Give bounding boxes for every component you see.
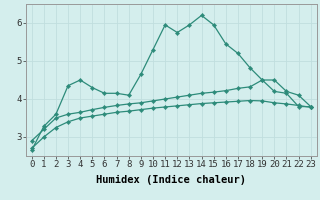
- X-axis label: Humidex (Indice chaleur): Humidex (Indice chaleur): [96, 175, 246, 185]
